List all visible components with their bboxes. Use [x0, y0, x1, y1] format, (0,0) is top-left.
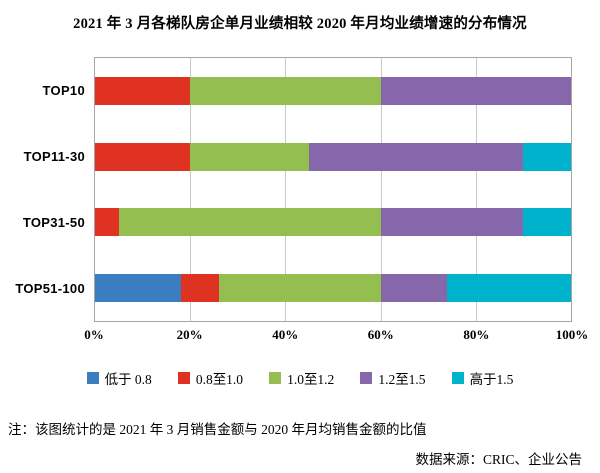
category-label: TOP10	[42, 82, 85, 98]
bar-segment	[190, 142, 310, 171]
chart-title: 2021 年 3 月各梯队房企单月业绩相较 2020 年月均业绩增速的分布情况	[73, 16, 527, 32]
gridline	[190, 58, 192, 321]
bar-segment	[380, 76, 571, 105]
legend-item: 高于1.5	[451, 368, 514, 388]
bar-segment	[180, 274, 219, 303]
legend-label: 1.0至1.2	[287, 372, 335, 387]
x-tick-label: 20%	[176, 327, 203, 342]
legend-item: 1.2至1.5	[360, 368, 426, 388]
category-label: TOP11-30	[23, 148, 85, 164]
bar-rows	[95, 58, 571, 321]
legend: 低于 0.8 0.8至1.0 1.0至1.2 1.2至1.5 高于1.5	[0, 368, 600, 388]
x-tick-label: 0%	[84, 327, 104, 342]
bar-segment	[118, 208, 381, 237]
gridline	[285, 58, 287, 321]
x-tick-label: 100%	[555, 327, 589, 342]
bar-segment	[380, 274, 448, 303]
bar-segment	[523, 208, 571, 237]
legend-label: 1.2至1.5	[378, 372, 426, 387]
bar-segment	[190, 76, 381, 105]
legend-label: 低于 0.8	[104, 372, 152, 387]
gridline	[380, 58, 382, 321]
bar-segment	[95, 208, 119, 237]
legend-swatch	[360, 372, 373, 384]
footnote: 注：该图统计的是 2021 年 3 月销售金额与 2020 年月均销售金额的比值	[8, 422, 427, 437]
bar-row	[95, 58, 571, 124]
bar-row	[95, 255, 571, 321]
legend-swatch	[86, 372, 99, 384]
bar-segment	[95, 274, 181, 303]
data-source: 数据来源：CRIC、企业公告	[415, 452, 582, 467]
x-tick-label: 60%	[367, 327, 394, 342]
legend-item: 1.0至1.2	[269, 368, 334, 388]
bar-segment	[95, 76, 191, 105]
legend-label: 高于1.5	[469, 372, 514, 387]
bar-segment	[523, 142, 571, 171]
x-tick-label: 80%	[463, 327, 490, 342]
bar-row	[95, 124, 571, 190]
legend-swatch	[269, 372, 282, 384]
bar-segment	[218, 274, 381, 303]
category-label: TOP31-50	[22, 215, 85, 231]
plot-area	[94, 57, 572, 322]
legend-label: 0.8至1.0	[195, 372, 244, 387]
chart-body: TOP10 TOP11-30 TOP31-50 TOP51-100	[8, 57, 572, 322]
x-axis-labels: 0% 20% 40% 60% 80% 100%	[84, 324, 588, 346]
stacked-bar	[95, 142, 571, 171]
legend-swatch	[177, 372, 190, 384]
bar-segment	[95, 142, 191, 171]
legend-item: 0.8至1.0	[177, 368, 244, 388]
x-tick-label: 40%	[272, 327, 299, 342]
legend-item: 低于 0.8	[86, 368, 152, 388]
gridline	[475, 58, 477, 321]
bar-row	[95, 190, 571, 256]
bar-segment	[380, 208, 524, 237]
stacked-bar	[95, 274, 571, 303]
category-label: TOP51-100	[15, 281, 85, 297]
stacked-bar	[95, 76, 571, 105]
y-axis-labels: TOP10 TOP11-30 TOP31-50 TOP51-100	[8, 57, 94, 322]
bar-segment	[309, 142, 524, 171]
stacked-bar	[95, 208, 571, 237]
bar-segment	[447, 274, 571, 303]
legend-swatch	[451, 372, 464, 384]
